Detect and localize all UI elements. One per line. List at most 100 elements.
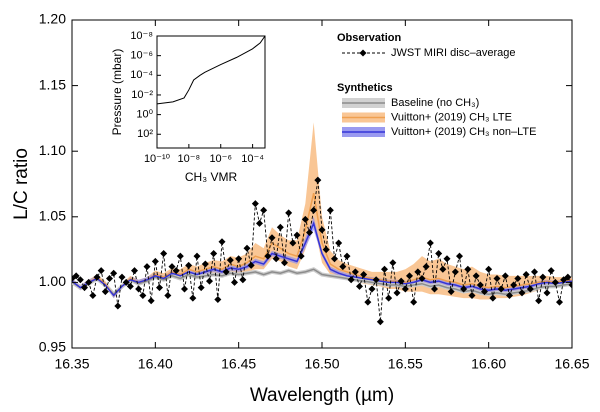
observation-marker bbox=[210, 250, 218, 258]
observation-marker bbox=[339, 263, 347, 271]
observation-marker bbox=[485, 265, 493, 273]
observation-marker bbox=[97, 267, 105, 275]
observation-marker bbox=[214, 295, 222, 303]
observation-marker bbox=[414, 268, 422, 276]
observation-marker bbox=[326, 206, 334, 214]
observation-marker bbox=[347, 276, 355, 284]
y-tick-label: 1.05 bbox=[39, 208, 66, 224]
x-tick-label: 16.55 bbox=[388, 356, 423, 372]
observation-marker bbox=[435, 250, 443, 258]
inset-y-tick-label: 10⁻⁴ bbox=[130, 69, 153, 81]
observation-marker bbox=[393, 289, 401, 297]
x-tick-label: 16.45 bbox=[221, 356, 256, 372]
x-tick-label: 16.35 bbox=[54, 356, 89, 372]
observation-marker bbox=[447, 288, 455, 296]
inset-y-tick-label: 10² bbox=[137, 128, 153, 140]
inset-profile-line bbox=[156, 35, 266, 105]
y-tick-label: 1.00 bbox=[39, 273, 66, 289]
inset-x-tick-label: 10⁻⁸ bbox=[178, 153, 201, 165]
observation-marker bbox=[372, 276, 380, 284]
legend-swatch bbox=[359, 49, 367, 57]
observation-marker bbox=[222, 268, 230, 276]
observation-marker bbox=[535, 297, 543, 305]
observation-marker bbox=[131, 267, 138, 275]
observation-marker bbox=[156, 284, 163, 292]
observation-marker bbox=[501, 272, 509, 280]
plot-area bbox=[72, 122, 572, 326]
observation-marker bbox=[564, 273, 572, 281]
observation-marker bbox=[181, 285, 188, 293]
observation-marker bbox=[176, 252, 184, 260]
observation-marker bbox=[289, 239, 297, 247]
observation-marker bbox=[147, 297, 155, 305]
inset-y-tick-label: 10⁻⁶ bbox=[130, 50, 153, 62]
observation-marker bbox=[468, 292, 476, 300]
observation-marker bbox=[397, 277, 405, 285]
observation-marker bbox=[526, 285, 534, 293]
x-tick-label: 16.40 bbox=[138, 356, 173, 372]
observation-marker bbox=[401, 285, 409, 293]
inset-y-tick-label: 10⁻² bbox=[131, 89, 153, 101]
observation-marker bbox=[531, 268, 538, 276]
y-axis-label: L/C ratio bbox=[11, 148, 32, 220]
observation-marker bbox=[301, 215, 309, 223]
observation-marker bbox=[201, 260, 209, 268]
observation-marker bbox=[431, 285, 438, 293]
observation-marker bbox=[110, 269, 118, 277]
y-tick-label: 0.95 bbox=[39, 339, 66, 355]
y-tick-label: 1.20 bbox=[39, 11, 66, 27]
observation-marker bbox=[489, 294, 497, 302]
observation-marker bbox=[518, 289, 526, 297]
observation-marker bbox=[376, 318, 384, 326]
observation-marker bbox=[114, 302, 122, 310]
observation-marker bbox=[118, 273, 126, 281]
observation-marker bbox=[551, 278, 559, 286]
series-line bbox=[72, 221, 572, 297]
inset-x-tick-label: 10⁻⁴ bbox=[241, 153, 264, 165]
observation-marker bbox=[539, 273, 547, 281]
observation-marker bbox=[439, 265, 447, 273]
inset-frame bbox=[156, 35, 266, 149]
observation-marker bbox=[456, 252, 463, 260]
series-line bbox=[72, 268, 572, 296]
uncertainty-band bbox=[72, 122, 572, 300]
observation-marker bbox=[464, 265, 472, 273]
observation-marker bbox=[226, 256, 234, 264]
observation-marker bbox=[385, 294, 393, 302]
observation-marker bbox=[106, 274, 113, 282]
observation-marker bbox=[389, 259, 397, 267]
series-line bbox=[72, 193, 572, 297]
observation-marker bbox=[360, 271, 368, 279]
observation-marker bbox=[331, 255, 338, 263]
x-tick-label: 16.50 bbox=[304, 356, 339, 372]
legend-label: Vuitton+ (2019) CH₃ non–LTE bbox=[391, 126, 536, 138]
observation-marker bbox=[239, 276, 247, 284]
observation-marker bbox=[189, 294, 197, 302]
observation-marker bbox=[514, 274, 522, 282]
observation-marker bbox=[197, 284, 205, 292]
observation-marker bbox=[260, 206, 268, 214]
observation-marker bbox=[364, 298, 372, 306]
legend-title: Observation bbox=[337, 32, 401, 44]
observation-marker bbox=[306, 229, 313, 237]
observation-marker bbox=[93, 273, 101, 281]
inset-x-tick-label: 10⁻⁶ bbox=[209, 153, 232, 165]
observation-marker bbox=[72, 272, 80, 280]
observation-marker bbox=[164, 292, 172, 300]
observation-marker bbox=[151, 257, 159, 265]
observation-marker bbox=[89, 292, 97, 300]
observation-marker bbox=[297, 252, 305, 260]
observation-marker bbox=[460, 285, 468, 293]
observation-marker bbox=[276, 223, 284, 231]
observation-marker bbox=[310, 206, 318, 214]
observation-marker bbox=[314, 176, 322, 184]
observation-marker bbox=[481, 288, 488, 296]
x-axis-label: Wavelength (µm) bbox=[250, 385, 394, 406]
inset-y-label: Pressure (mbar) bbox=[110, 49, 124, 136]
observation-marker bbox=[543, 289, 551, 297]
observation-marker bbox=[493, 274, 501, 282]
observation-marker bbox=[556, 298, 563, 306]
observation-marker bbox=[193, 252, 201, 260]
observation-marker bbox=[318, 226, 326, 234]
observation-marker bbox=[143, 263, 151, 271]
